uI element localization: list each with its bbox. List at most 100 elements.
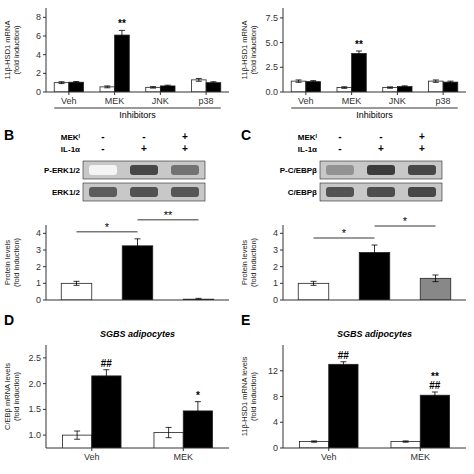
y-axis-label: 11β-HSD1 mRNA(fold induction)	[3, 21, 21, 80]
bar	[329, 364, 358, 448]
error-cap	[387, 88, 393, 89]
header-value: -	[142, 131, 145, 142]
header-value: -	[101, 131, 104, 142]
y-tick-label: 0	[36, 295, 41, 305]
error-cap	[103, 369, 109, 370]
header-label: MEKᴵ	[298, 133, 318, 142]
error-cap	[210, 83, 216, 84]
x-tick	[114, 92, 115, 95]
error-cap	[311, 442, 317, 443]
figure: 02468VehMEKJNKp38Inhibitors11β-HSD1 mRNA…	[0, 0, 474, 474]
bar	[383, 88, 398, 92]
error-line	[137, 239, 138, 253]
bracket-label: *	[105, 221, 110, 233]
error-line	[77, 431, 78, 439]
error-bar	[196, 78, 202, 81]
error-cap	[433, 275, 439, 276]
subtitle: SGBS adipocytes	[100, 329, 175, 339]
error-cap	[296, 79, 302, 80]
x-axis	[46, 448, 229, 449]
y-tick	[280, 370, 283, 371]
blot-background	[83, 161, 205, 179]
error-bar	[341, 87, 347, 89]
y-tick-label: 4	[273, 228, 278, 238]
error-bar	[432, 392, 438, 398]
error-cap	[196, 78, 202, 79]
x-tick-label: MEK	[342, 96, 362, 106]
plot-area	[291, 51, 458, 92]
error-cap	[311, 281, 317, 282]
y-tick	[43, 36, 46, 37]
band	[171, 187, 199, 197]
error-cap	[372, 260, 378, 261]
y-tick-label: 4	[36, 228, 41, 238]
x-tick-label: Veh	[61, 96, 77, 106]
y-tick-label: 12	[268, 366, 278, 376]
error-bar	[210, 82, 216, 84]
y-tick-label: 2.5	[28, 353, 41, 363]
header-value: -	[379, 131, 382, 142]
band	[326, 187, 354, 197]
panel: 0.02.55.07.5VehMEKJNKp38Inhibitors11β-HS…	[240, 8, 466, 120]
bar	[100, 87, 115, 92]
y-tick-label: 2	[273, 262, 278, 272]
bracket-label: **	[164, 209, 173, 221]
x-tick	[328, 448, 329, 451]
error-bar	[119, 30, 125, 39]
y-axis	[283, 8, 284, 92]
error-cap	[74, 281, 80, 282]
y-axis	[46, 8, 47, 92]
error-cap	[447, 81, 453, 82]
error-cap	[433, 82, 439, 83]
x-tick	[397, 92, 398, 95]
band	[130, 187, 158, 197]
y-tick	[280, 266, 283, 267]
bar	[54, 83, 69, 92]
x-tick	[68, 92, 69, 95]
bar	[306, 82, 321, 92]
y-tick-label: 1.5	[28, 404, 41, 414]
y-tick	[43, 92, 46, 93]
y-tick	[43, 73, 46, 74]
error-cap	[387, 86, 393, 87]
y-axis-label-line: Protein levels	[3, 240, 12, 285]
y-tick	[43, 383, 46, 384]
error-cap	[103, 382, 109, 383]
error-bar	[150, 87, 156, 88]
error-cap	[310, 82, 316, 83]
y-tick	[43, 233, 46, 234]
error-bar	[74, 431, 80, 439]
x-tick	[206, 92, 207, 95]
panel-letter: D	[4, 312, 14, 328]
error-bar	[195, 402, 201, 421]
header-value: -	[338, 143, 341, 154]
bar	[391, 442, 420, 448]
error-cap	[340, 361, 346, 362]
band	[326, 165, 354, 175]
y-tick-label: 1.0	[28, 430, 41, 440]
error-cap	[432, 398, 438, 399]
error-cap	[402, 87, 408, 88]
x-axis-label: Inhibitors	[119, 110, 156, 120]
y-tick-label: 2	[36, 68, 41, 78]
error-cap	[433, 79, 439, 80]
error-bar	[165, 85, 171, 86]
error-bar	[340, 362, 346, 367]
header-value: -	[338, 131, 341, 142]
panel: 02468VehMEKJNKp38Inhibitors11β-HSD1 mRNA…	[3, 8, 229, 120]
x-tick-label: Veh	[84, 452, 100, 462]
header-value: +	[419, 143, 425, 154]
y-axis-label: Protein levels(fold induction)	[3, 237, 21, 287]
error-cap	[356, 55, 362, 56]
subtitle: SGBS adipocytes	[337, 329, 412, 339]
y-tick	[280, 42, 283, 43]
bar	[420, 395, 449, 448]
x-axis	[283, 92, 466, 93]
y-tick	[280, 422, 283, 423]
annotation: **	[118, 18, 126, 29]
y-tick-label: 4	[273, 417, 278, 427]
x-tick-label: MEK	[410, 452, 430, 462]
y-tick	[43, 54, 46, 55]
y-tick	[43, 250, 46, 251]
bar	[420, 278, 451, 300]
